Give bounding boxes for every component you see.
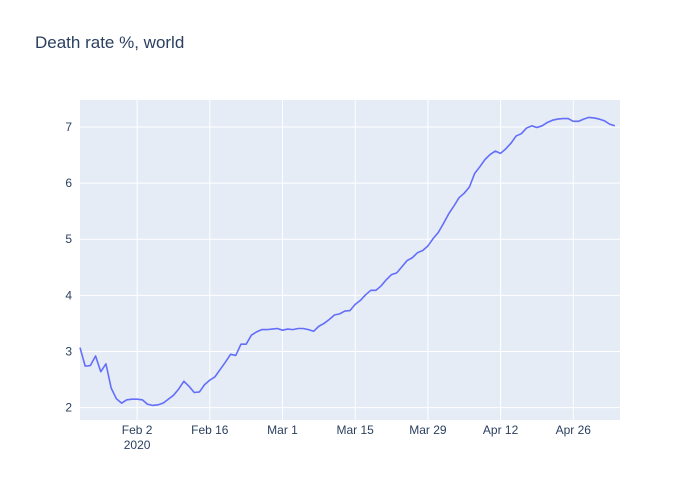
series-layer <box>79 116 616 407</box>
chart-title: Death rate %, world <box>35 33 185 52</box>
x-tick-label: Feb 16 <box>191 423 229 437</box>
x-tick-label: Mar 29 <box>409 423 447 437</box>
plot-area <box>80 100 620 420</box>
x-tick-label: Mar 1 <box>267 423 298 437</box>
y-tick-label: 7 <box>65 120 72 134</box>
x-gridlines <box>136 100 574 420</box>
x-tick-label: Apr 12 <box>483 423 519 437</box>
x-tick-label: Mar 15 <box>337 423 375 437</box>
y-tick-label: 3 <box>65 345 72 359</box>
y-tick-labels: 2 3 4 5 6 7 <box>65 120 72 415</box>
x-tick-year-label: 2020 <box>124 438 151 452</box>
y-tick-label: 4 <box>65 288 72 302</box>
series-line <box>79 116 616 407</box>
y-tick-label: 6 <box>65 176 72 190</box>
x-tick-label: Apr 26 <box>556 423 592 437</box>
y-tick-label: 2 <box>65 401 72 415</box>
y-tick-label: 5 <box>65 232 72 246</box>
y-gridlines <box>80 126 620 409</box>
x-tick-label: Feb 2 <box>122 423 153 437</box>
